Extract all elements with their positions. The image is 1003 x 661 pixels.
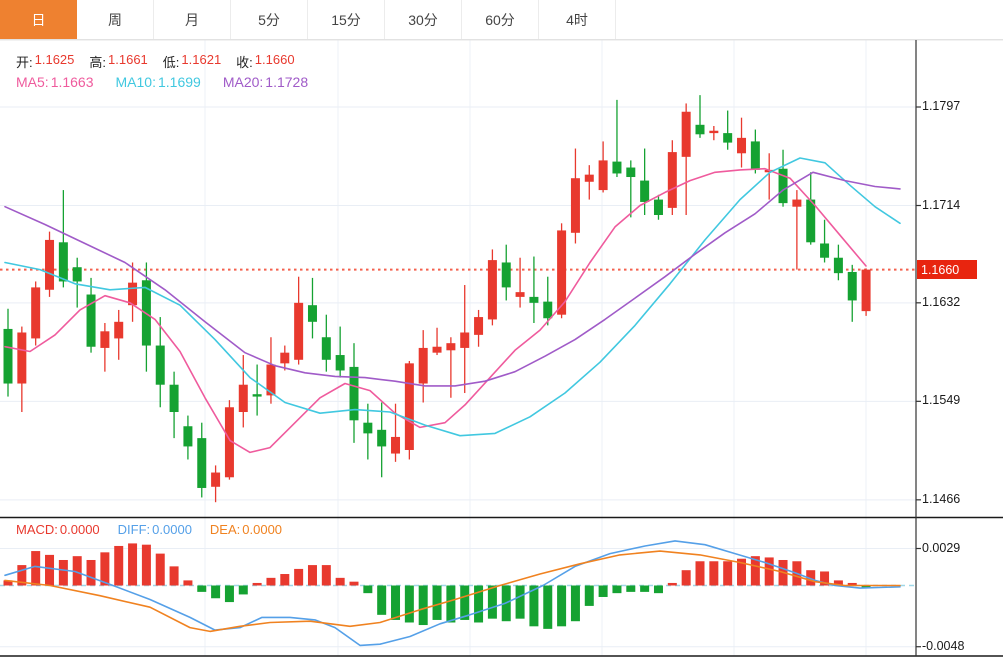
price-tick-1.1632: 1.1632 bbox=[922, 294, 961, 309]
ma10-line bbox=[4, 157, 901, 437]
ma10-value: 1.1699 bbox=[157, 74, 201, 90]
tab-timeframe-4[interactable]: 5分 bbox=[231, 0, 308, 39]
low-label: 低: bbox=[162, 55, 180, 70]
macd-readout: MACD: 0.0000 DIFF: 0.0000 DEA: 0.0000 bbox=[16, 522, 282, 537]
diff-label: DIFF: bbox=[117, 522, 151, 537]
macd-tick-0.0029: 0.0029 bbox=[922, 540, 961, 555]
diff-value: 0.0000 bbox=[152, 522, 192, 537]
ma20-label: MA20: bbox=[222, 74, 264, 90]
tab-timeframe-2[interactable]: 周 bbox=[77, 0, 154, 39]
axes bbox=[0, 39, 1003, 657]
ma20-value: 1.1728 bbox=[265, 74, 309, 90]
ma5-line bbox=[4, 167, 867, 454]
tab-timeframe-3[interactable]: 月 bbox=[154, 0, 231, 39]
macd-value: 0.0000 bbox=[59, 522, 100, 537]
ohlc-readout: 开: 1.1625 高: 1.1661 低: 1.1621 收: 1.1660 bbox=[16, 52, 295, 71]
macd-tick--0.0048: -0.0048 bbox=[922, 638, 965, 653]
ma10-label: MA10: bbox=[115, 74, 156, 90]
candlesticks bbox=[3, 95, 871, 503]
tab-timeframe-7[interactable]: 60分 bbox=[462, 0, 539, 39]
tab-timeframe-8[interactable]: 4时 bbox=[539, 0, 616, 39]
ma-readout: MA5: 1.1663 MA10: 1.1699 MA20: 1.1728 bbox=[16, 74, 308, 90]
dea-value: 0.0000 bbox=[242, 522, 283, 537]
diff-line bbox=[4, 540, 901, 647]
timeframe-toolbar: 日周月 5分 15分 30分 60分 4时 bbox=[0, 0, 1003, 40]
open-value: 1.1625 bbox=[34, 52, 75, 67]
low-value: 1.1621 bbox=[181, 52, 222, 67]
tab-timeframe-5[interactable]: 15分 bbox=[308, 0, 385, 39]
open-label: 开: bbox=[16, 55, 33, 70]
last-price-badge: 1.1660 bbox=[917, 260, 977, 280]
price-tick-1.1549: 1.1549 bbox=[922, 393, 961, 408]
high-value: 1.1661 bbox=[108, 52, 148, 67]
price-tick-1.1714: 1.1714 bbox=[922, 197, 961, 212]
ma5-label: MA5: bbox=[16, 74, 49, 90]
price-tick-1.1466: 1.1466 bbox=[922, 491, 961, 506]
close-value: 1.1660 bbox=[254, 52, 295, 67]
dea-line bbox=[4, 550, 901, 633]
tab-timeframe-6[interactable]: 30分 bbox=[385, 0, 462, 39]
macd-label: MACD: bbox=[16, 522, 58, 537]
gridlines bbox=[0, 40, 916, 656]
tab-timeframe-1[interactable]: 日 bbox=[0, 0, 77, 39]
ma20-line bbox=[4, 171, 901, 387]
ma5-value: 1.1663 bbox=[50, 74, 94, 90]
high-label: 高: bbox=[89, 55, 107, 70]
dea-label: DEA: bbox=[209, 522, 241, 537]
close-label: 收: bbox=[236, 55, 253, 70]
price-tick-1.1797: 1.1797 bbox=[922, 99, 961, 113]
